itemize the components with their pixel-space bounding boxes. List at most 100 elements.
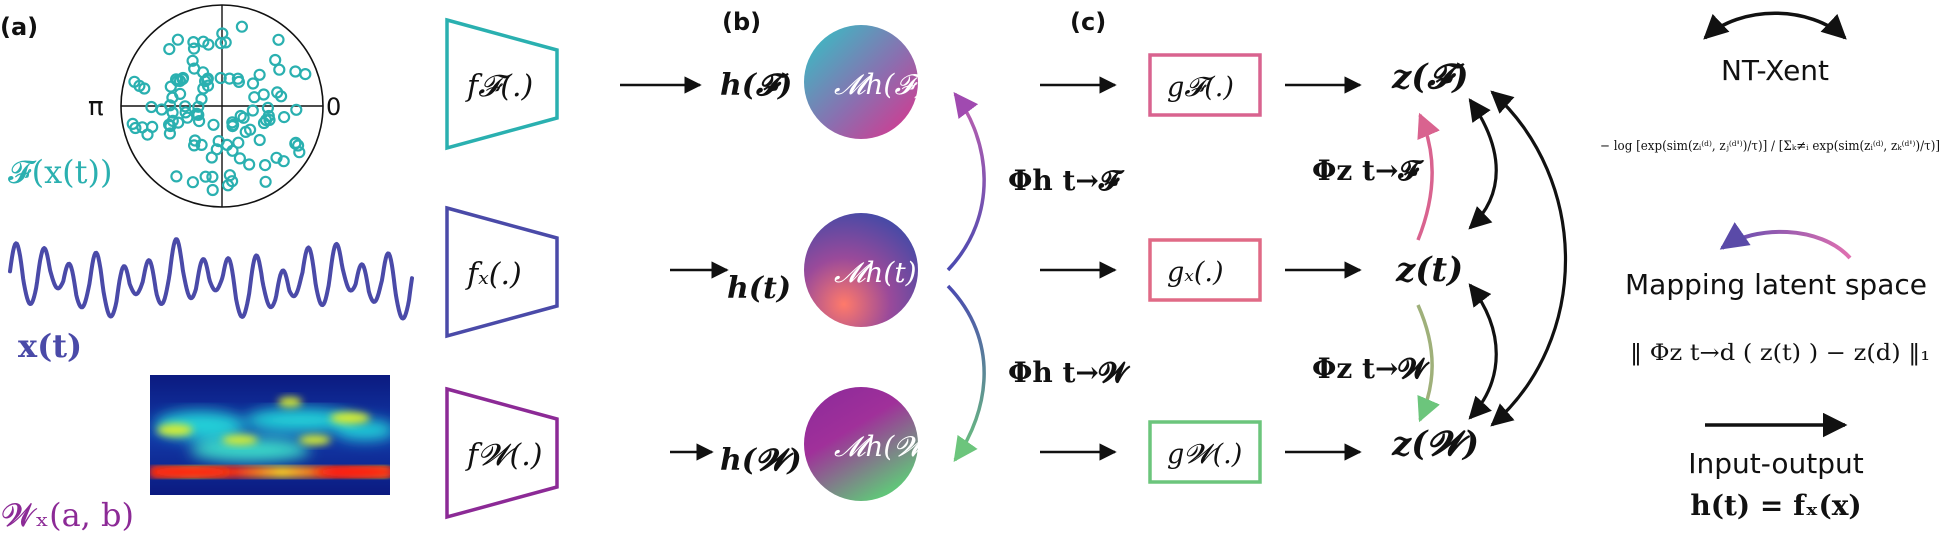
latent-h-wavelet: h(𝓦)	[720, 443, 802, 478]
polar-point	[187, 42, 201, 55]
polar-point	[257, 88, 270, 101]
mapping-arc-h-to-fourier	[946, 92, 986, 272]
mapping-arc-h-to-wavelet	[946, 284, 986, 463]
legend-mapping-title: Mapping latent space	[1625, 268, 1927, 301]
polar-point	[271, 86, 284, 99]
time-signal-trace	[8, 237, 414, 321]
signal-input-label: x(t)	[18, 327, 82, 365]
polar-point	[272, 33, 285, 46]
polar-point	[243, 158, 256, 171]
polar-point	[259, 159, 272, 172]
legend-ntxent-title: NT-Xent	[1721, 54, 1829, 87]
legend-ntxent-formula: − log [exp(sim(zᵢ⁽ᵈ⁾, zⱼ⁽ᵈ'⁾)/τ)] / [Σₖ≠…	[1600, 139, 1940, 154]
polar-point	[163, 42, 176, 56]
polar-point	[226, 116, 239, 129]
polar-point	[195, 138, 208, 151]
polar-point	[166, 106, 179, 119]
polar-point	[289, 65, 302, 78]
polar-point	[221, 138, 234, 151]
mapping-arc-z-to-wavelet	[1416, 304, 1440, 423]
projector-g-wavelet-label: g𝓦(.)	[1167, 439, 1242, 470]
polar-point	[216, 27, 229, 40]
mapping-phi-z-fourier: Φz t→𝓕	[1312, 154, 1425, 187]
panel-label-a: (a)	[0, 13, 38, 41]
polar-point	[269, 53, 282, 67]
legend-mapping-formula: ‖ Φz t→d ( z(t) ) − z(d) ‖₁	[1630, 341, 1930, 366]
projector-g-signal-label: gₓ(.)	[1167, 257, 1224, 288]
polar-point	[146, 120, 159, 134]
polar-point	[253, 68, 266, 81]
polar-point	[259, 175, 272, 188]
fourier-input-label: 𝓕(x(t))	[8, 153, 112, 191]
mapping-phi-h-fourier: Φh t→𝓕	[1008, 164, 1126, 197]
output-z-fourier: z(𝓕)	[1391, 57, 1469, 97]
projector-g-fourier: g𝓕(.)	[1148, 53, 1262, 117]
polar-point	[262, 109, 275, 123]
polar-point	[186, 176, 199, 189]
polar-point	[176, 72, 189, 86]
encoder-f-signal: fₓ(.)	[445, 205, 559, 339]
encoder-f-wavelet: f𝓦(.)	[445, 386, 559, 520]
polar-point	[232, 136, 245, 149]
mapping-phi-h-wavelet: Φh t→𝓦	[1008, 356, 1131, 389]
polar-scatter-plot	[120, 4, 324, 208]
polar-point	[289, 136, 302, 149]
polar-point	[171, 33, 184, 46]
polar-point	[261, 101, 274, 115]
latent-h-fourier: h(𝓕)	[720, 68, 792, 103]
polar-point	[179, 106, 192, 119]
manifold-label-fourier: 𝓜h(𝓕)	[834, 68, 926, 101]
encoder-f-fourier: f𝓕(.)	[445, 17, 559, 151]
encoder-f-fourier-label: f𝓕(.)	[465, 69, 533, 104]
projector-g-fourier-label: g𝓕(.)	[1167, 72, 1234, 103]
projector-g-signal: gₓ(.)	[1148, 238, 1262, 302]
mapping-arc-z-to-fourier	[1416, 112, 1440, 241]
polar-point	[128, 75, 141, 88]
polar-point	[163, 99, 177, 112]
output-z-time: z(t)	[1395, 250, 1463, 290]
polar-point	[186, 54, 199, 67]
contrastive-arc-F-W	[1490, 90, 1567, 427]
legend-io-title: Input-output	[1688, 447, 1864, 480]
polar-point	[163, 127, 176, 140]
polar-point	[172, 116, 185, 129]
polar-point	[201, 72, 214, 85]
contrastive-arc-t-W	[1468, 283, 1498, 420]
polar-point	[290, 103, 303, 116]
legend-mapping-arrow	[1719, 222, 1852, 260]
manifold-label-time: 𝓜h(t)	[834, 256, 917, 289]
polar-point	[223, 72, 236, 85]
panel-label-b: (b)	[722, 8, 761, 36]
polar-point	[226, 175, 239, 188]
polar-point	[246, 77, 260, 90]
output-z-wavelet: z(𝓦)	[1391, 424, 1479, 464]
polar-point	[199, 75, 212, 88]
legend-ntxent-arrow	[1703, 11, 1847, 40]
mapping-phi-z-wavelet: Φz t→𝓦	[1312, 352, 1430, 385]
polar-point	[206, 170, 219, 183]
legend-io-formula: h(t) = fₓ(x)	[1690, 489, 1861, 522]
polar-point	[192, 100, 205, 113]
manifold-sphere-fourier	[804, 25, 918, 139]
wavelet-input-label: 𝓦ₓ(a, b)	[2, 496, 134, 533]
polar-point	[206, 183, 219, 197]
polar-point	[277, 155, 290, 168]
polar-point	[210, 143, 223, 156]
polar-point	[126, 117, 139, 131]
polar-point	[278, 110, 291, 124]
wavelet-spectrogram	[150, 375, 390, 495]
polar-points	[126, 20, 312, 197]
polar-point	[187, 35, 200, 49]
polar-zero-label: 0	[326, 93, 341, 121]
polar-point	[188, 62, 201, 75]
polar-point	[170, 73, 183, 86]
polar-point	[214, 71, 227, 85]
polar-point	[299, 67, 312, 81]
polar-point	[239, 125, 252, 138]
contrastive-arc-F-t	[1468, 98, 1498, 230]
polar-point	[197, 82, 210, 95]
polar-point	[270, 151, 283, 164]
polar-point	[273, 63, 286, 76]
polar-point	[188, 139, 201, 152]
